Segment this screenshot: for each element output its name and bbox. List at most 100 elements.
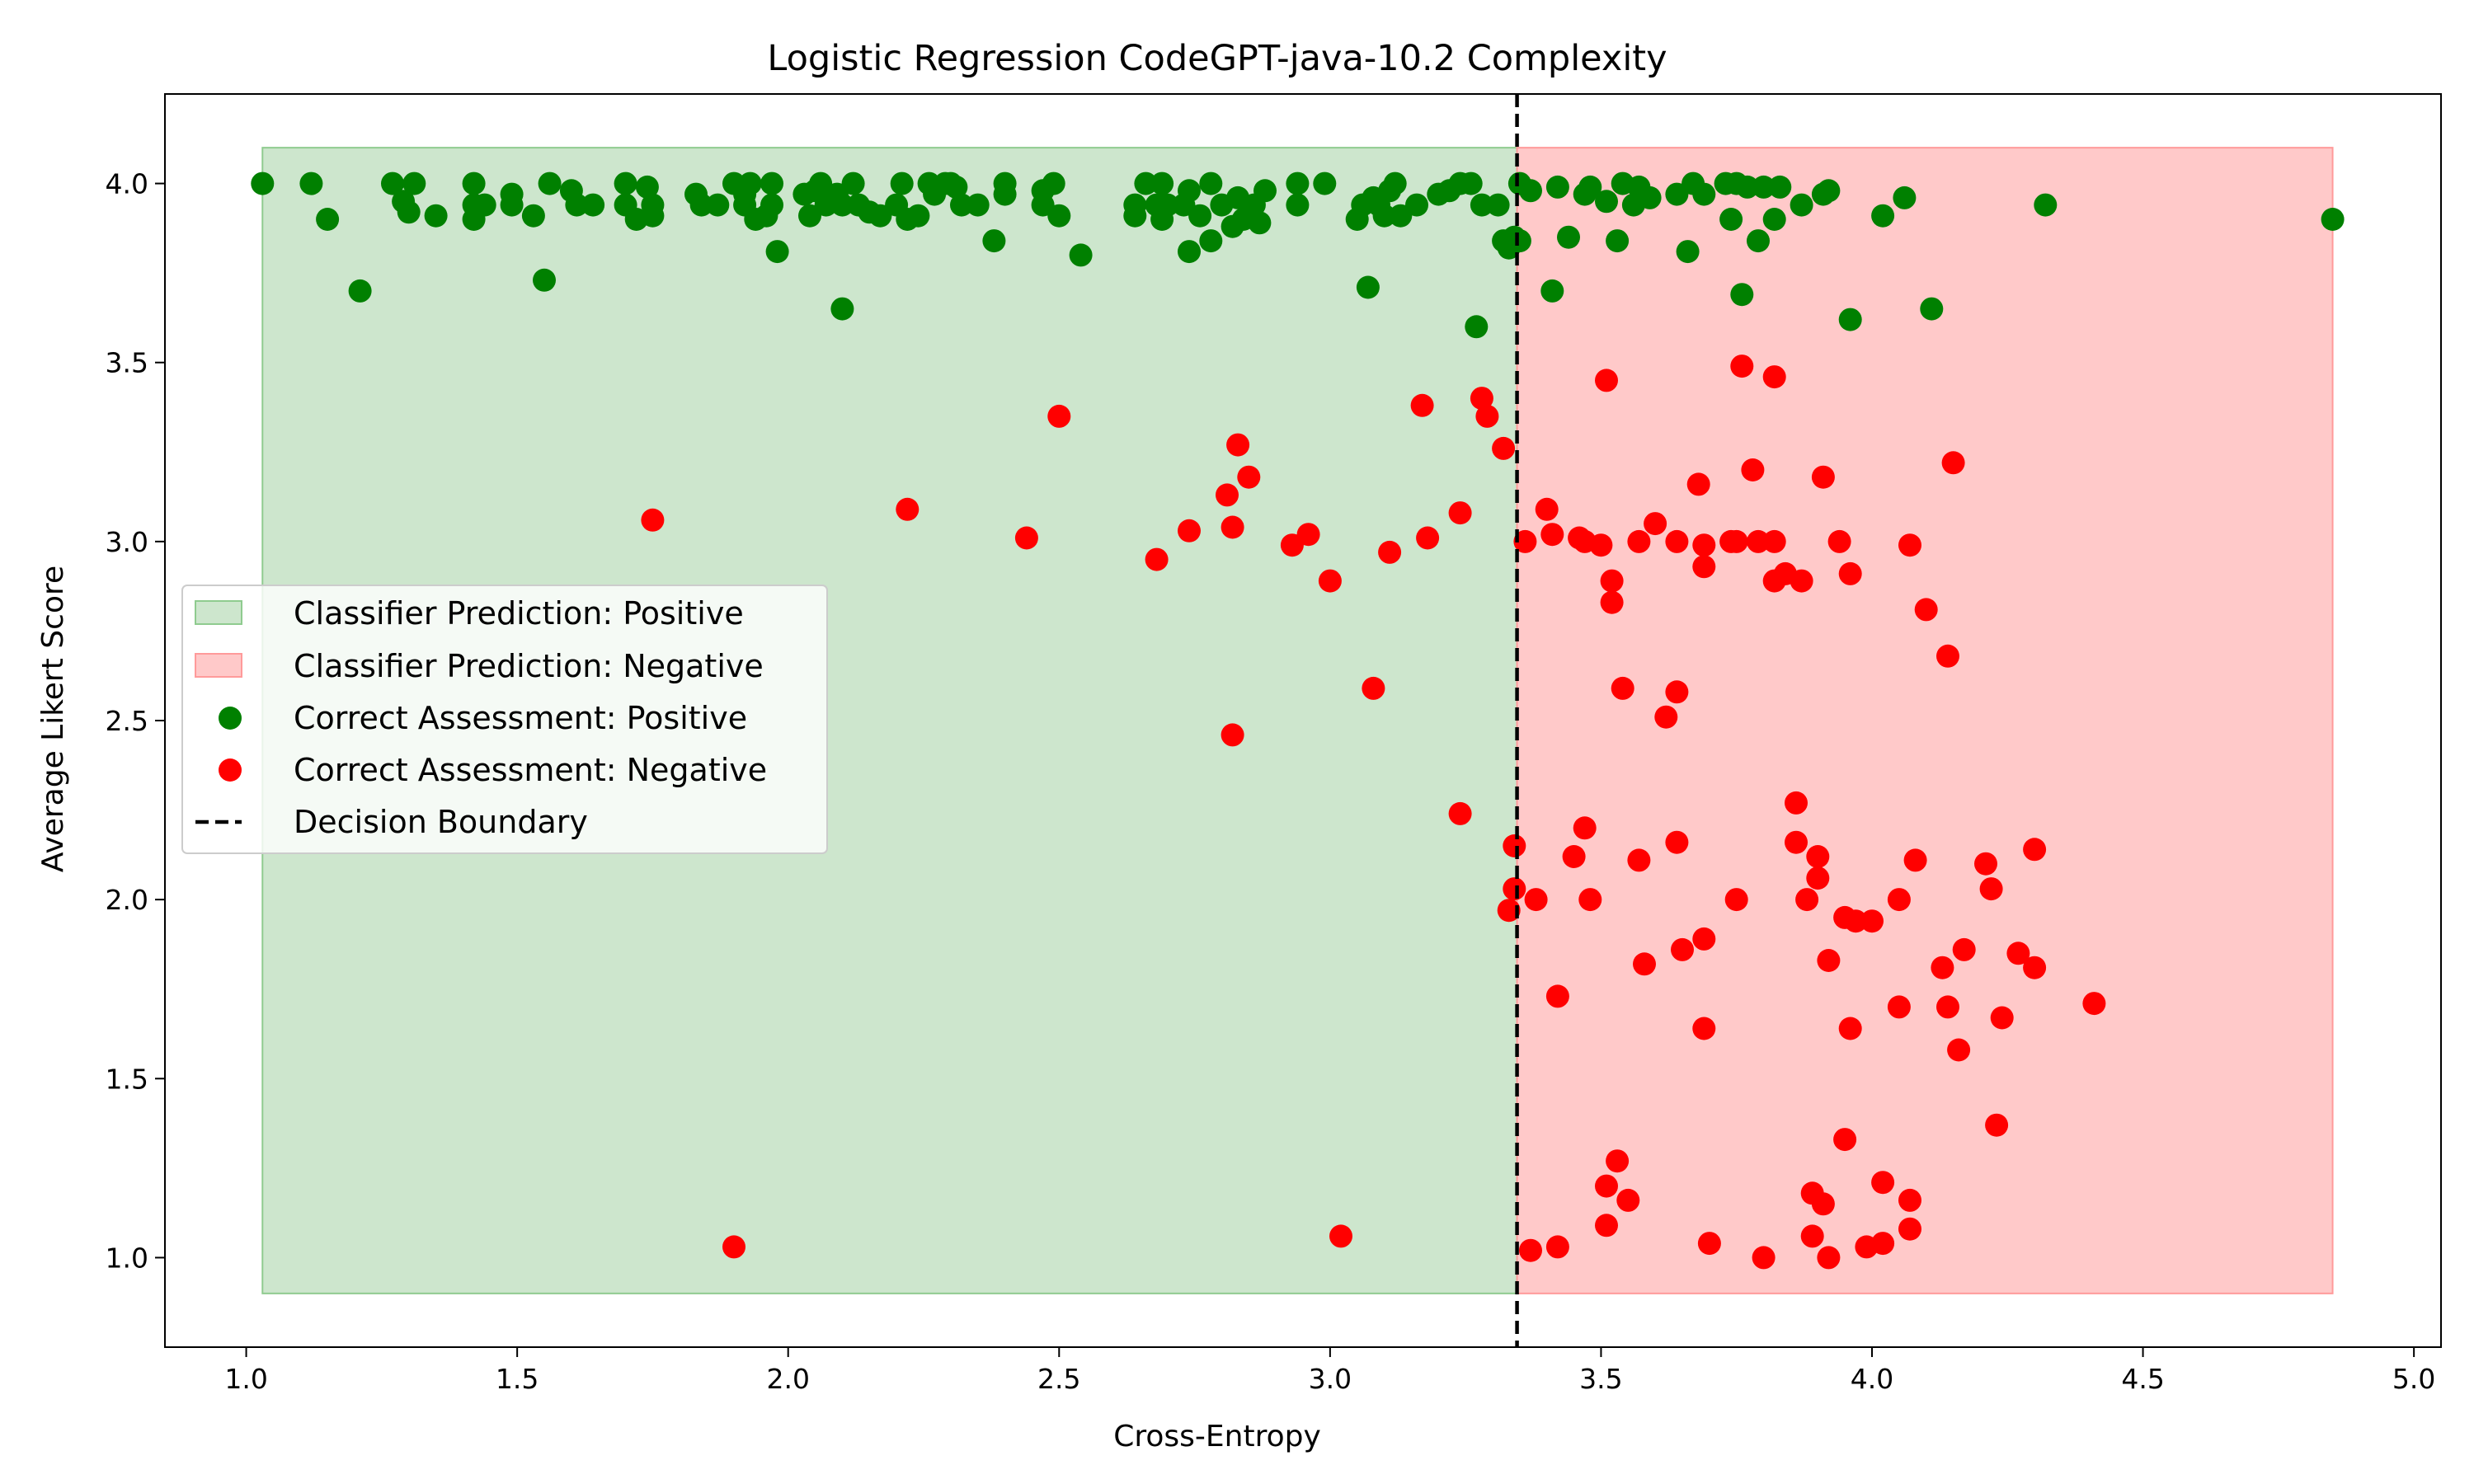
point-negative	[1606, 1149, 1630, 1173]
legend-swatch-negative-region	[195, 653, 242, 678]
x-tick-label: 3.5	[1579, 1363, 1622, 1395]
legend-marker-positive	[219, 707, 242, 730]
point-negative	[1573, 816, 1597, 840]
legend-label-boundary: Decision Boundary	[294, 804, 588, 840]
point-negative	[1226, 433, 1250, 457]
chart-title: Logistic Regression CodeGPT-java-10.2 Co…	[767, 38, 1667, 79]
point-negative	[1860, 909, 1884, 933]
point-positive	[424, 204, 448, 228]
point-positive	[2034, 193, 2058, 217]
point-negative	[1644, 512, 1667, 536]
point-positive	[1665, 182, 1689, 206]
point-negative	[1470, 387, 1493, 411]
x-axis: 1.0 1.5 2.0 2.5 3.0 3.5 4.0 4.5 5.0	[224, 1347, 2435, 1395]
point-positive	[1313, 171, 1337, 195]
data-points	[251, 171, 2345, 1270]
point-negative	[1941, 451, 1965, 475]
point-positive	[521, 204, 545, 228]
point-positive	[1199, 229, 1223, 253]
point-negative	[1730, 355, 1754, 378]
point-positive	[1507, 229, 1531, 253]
point-negative	[1524, 888, 1548, 912]
point-negative	[1221, 515, 1244, 539]
point-negative	[1318, 569, 1342, 593]
point-positive	[1155, 193, 1179, 217]
point-positive	[1470, 193, 1493, 217]
point-positive	[1730, 283, 1754, 307]
x-tick-label: 4.0	[1851, 1363, 1893, 1395]
point-negative	[1492, 436, 1516, 460]
point-positive	[1188, 204, 1212, 228]
point-positive	[462, 171, 486, 195]
point-negative	[1844, 909, 1868, 933]
point-positive	[299, 171, 323, 195]
y-tick-label: 2.0	[106, 884, 148, 916]
point-negative	[1519, 1238, 1542, 1262]
point-negative	[1747, 529, 1770, 553]
point-negative	[1990, 1006, 2014, 1030]
point-positive	[1042, 171, 1065, 195]
point-positive	[381, 171, 404, 195]
point-positive	[1465, 315, 1489, 339]
y-tick-label: 3.0	[106, 526, 148, 558]
point-positive	[1747, 229, 1770, 253]
point-positive	[348, 279, 372, 303]
point-negative	[1871, 1232, 1895, 1256]
point-negative	[1833, 1128, 1857, 1152]
point-positive	[397, 200, 421, 224]
point-negative	[1627, 848, 1651, 872]
x-tick-label: 1.5	[496, 1363, 539, 1395]
point-positive	[944, 175, 968, 199]
point-positive	[316, 208, 340, 231]
point-negative	[1378, 540, 1402, 564]
point-positive	[1286, 171, 1310, 195]
point-positive	[1595, 190, 1618, 214]
point-negative	[1410, 393, 1434, 417]
point-negative	[1871, 1171, 1895, 1195]
point-positive	[1692, 182, 1716, 206]
point-negative	[1178, 519, 1201, 542]
point-negative	[1503, 877, 1526, 901]
point-positive	[1735, 175, 1759, 199]
point-negative	[1562, 845, 1586, 868]
x-tick-label: 1.0	[224, 1363, 267, 1395]
point-positive	[890, 171, 914, 195]
point-positive	[1719, 208, 1743, 231]
point-negative	[1497, 899, 1521, 923]
point-positive	[473, 193, 496, 217]
point-negative	[1047, 404, 1071, 428]
point-positive	[1606, 229, 1630, 253]
point-negative	[1817, 949, 1841, 972]
legend-label-negative-points: Correct Assessment: Negative	[294, 752, 767, 788]
point-positive	[809, 171, 833, 195]
point-negative	[2006, 942, 2030, 965]
point-negative	[1280, 533, 1304, 557]
point-positive	[1762, 208, 1786, 231]
negative-prediction-region	[1516, 147, 2334, 1294]
point-positive	[402, 171, 426, 195]
point-positive	[1838, 308, 1862, 331]
point-negative	[1475, 404, 1499, 428]
point-negative	[1692, 555, 1716, 579]
y-tick-label: 2.5	[106, 705, 148, 737]
point-negative	[1811, 465, 1835, 489]
point-positive	[635, 175, 659, 199]
point-negative	[1616, 1188, 1640, 1212]
point-positive	[1248, 211, 1272, 235]
point-negative	[1697, 1232, 1721, 1256]
point-negative	[1633, 952, 1656, 976]
point-negative	[1811, 1192, 1835, 1216]
point-negative	[1898, 1217, 1921, 1241]
point-positive	[1047, 204, 1071, 228]
point-negative	[1947, 1038, 1971, 1062]
point-negative	[1627, 529, 1651, 553]
point-negative	[1985, 1113, 2009, 1137]
point-positive	[706, 193, 730, 217]
point-negative	[1724, 529, 1748, 553]
point-negative	[1665, 830, 1689, 854]
legend-label-negative-region: Classifier Prediction: Negative	[294, 648, 764, 684]
point-negative	[896, 497, 920, 521]
point-negative	[1600, 569, 1624, 593]
point-negative	[1887, 888, 1911, 912]
